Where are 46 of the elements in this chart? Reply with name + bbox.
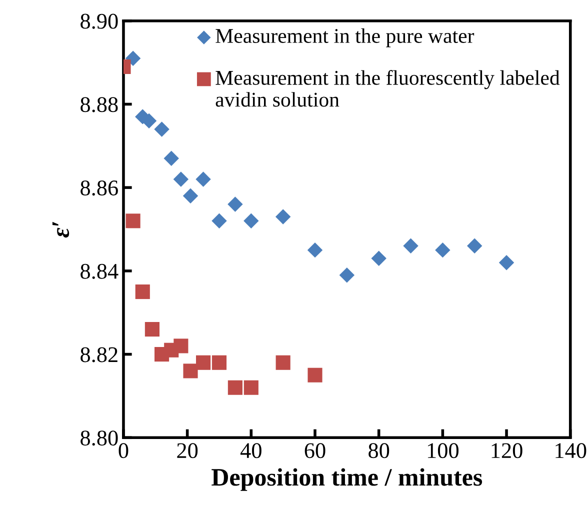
y-tick-label: 8.88 — [80, 97, 118, 112]
point — [466, 238, 482, 254]
x-tick-label: 20 — [177, 443, 198, 458]
point — [196, 355, 211, 370]
x-tick-label: 40 — [240, 443, 262, 458]
point — [173, 172, 189, 187]
point — [244, 380, 258, 395]
point — [228, 196, 243, 212]
point — [126, 214, 140, 228]
point — [196, 172, 211, 187]
point — [371, 250, 386, 266]
point — [154, 122, 170, 137]
point — [275, 209, 291, 224]
point — [276, 355, 290, 370]
x-tick-label: 120 — [492, 443, 522, 458]
point — [435, 242, 450, 258]
y-axis-title: ε′ — [52, 222, 70, 238]
y-tick-label: 8.86 — [80, 180, 118, 196]
point — [339, 267, 355, 283]
point — [307, 242, 323, 258]
legend-label: Measurement in the fluorescently labeled avidin solution — [216, 70, 560, 107]
point — [308, 368, 322, 382]
point — [125, 50, 141, 66]
point — [144, 322, 160, 337]
point — [174, 338, 188, 354]
point — [228, 380, 242, 395]
point — [244, 213, 259, 229]
y-tick-label: 8.82 — [80, 347, 118, 362]
x-tick-label: 0 — [118, 443, 128, 458]
x-axis-title: Deposition time / minutes — [212, 468, 482, 491]
point — [498, 254, 514, 270]
point — [183, 364, 198, 378]
x-tick-label: 80 — [368, 443, 390, 458]
point — [212, 355, 227, 370]
x-tick-label: 140 — [556, 443, 586, 458]
y-tick-label: 8.80 — [80, 430, 118, 446]
x-tick-label: 60 — [304, 443, 326, 458]
legend-label: Measurement in the pure water — [216, 28, 474, 48]
point — [164, 150, 179, 166]
point — [135, 284, 150, 300]
x-tick-label: 100 — [428, 443, 458, 458]
point — [212, 213, 227, 229]
y-tick-label: 8.84 — [80, 264, 118, 279]
y-tick-label: 8.90 — [80, 14, 118, 29]
point — [182, 188, 198, 204]
point — [403, 238, 418, 254]
